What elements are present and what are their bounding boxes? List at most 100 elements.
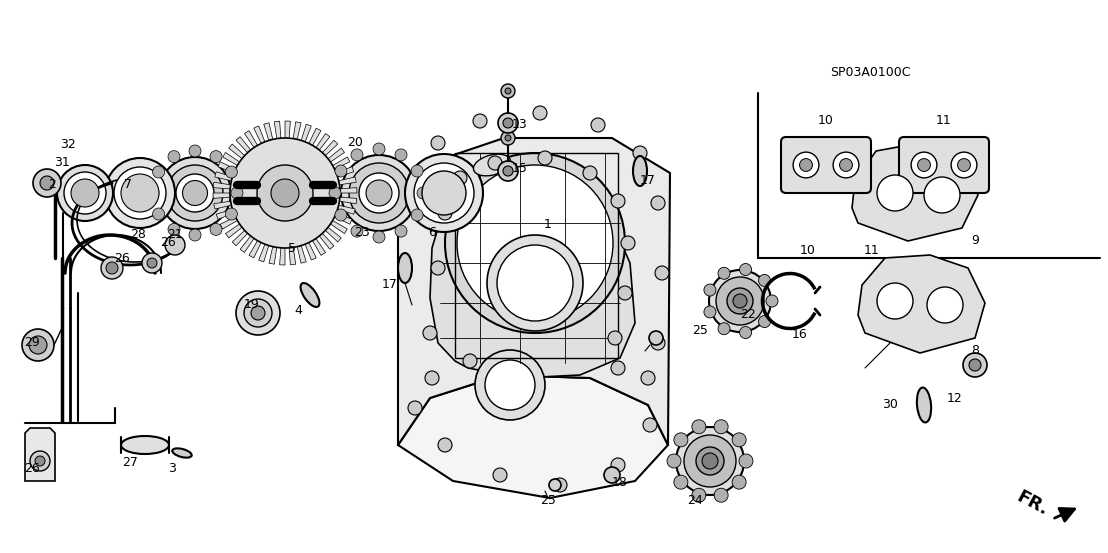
Text: 20: 20 xyxy=(347,137,363,149)
Circle shape xyxy=(165,235,185,255)
Ellipse shape xyxy=(359,173,399,213)
Circle shape xyxy=(101,257,123,279)
Ellipse shape xyxy=(716,277,765,325)
Polygon shape xyxy=(319,233,334,249)
Circle shape xyxy=(957,159,971,171)
Polygon shape xyxy=(330,221,347,233)
Polygon shape xyxy=(245,131,257,148)
Polygon shape xyxy=(340,187,357,193)
Ellipse shape xyxy=(114,167,166,219)
Circle shape xyxy=(411,209,423,221)
Ellipse shape xyxy=(684,435,736,487)
Text: 10: 10 xyxy=(800,244,815,258)
Polygon shape xyxy=(297,246,306,263)
Circle shape xyxy=(168,223,179,236)
Text: 7: 7 xyxy=(124,179,132,191)
Circle shape xyxy=(951,152,977,178)
Circle shape xyxy=(833,152,859,178)
Circle shape xyxy=(257,165,312,221)
Circle shape xyxy=(533,106,547,120)
Circle shape xyxy=(394,225,407,237)
Circle shape xyxy=(473,114,488,128)
Polygon shape xyxy=(279,248,285,265)
Circle shape xyxy=(604,467,620,483)
Text: 30: 30 xyxy=(882,399,897,411)
Text: 11: 11 xyxy=(864,244,880,258)
Polygon shape xyxy=(322,140,338,155)
Circle shape xyxy=(505,88,511,94)
Text: 18: 18 xyxy=(612,477,628,489)
Text: 4: 4 xyxy=(294,305,302,317)
Ellipse shape xyxy=(349,163,409,223)
Ellipse shape xyxy=(121,436,170,454)
Circle shape xyxy=(351,149,363,161)
Circle shape xyxy=(759,274,770,286)
Text: 24: 24 xyxy=(687,494,702,508)
Polygon shape xyxy=(264,123,273,140)
Circle shape xyxy=(493,468,507,482)
Circle shape xyxy=(438,438,452,452)
Circle shape xyxy=(611,458,625,472)
Ellipse shape xyxy=(176,174,214,212)
Circle shape xyxy=(373,231,384,243)
Circle shape xyxy=(244,299,271,327)
Ellipse shape xyxy=(916,388,931,422)
Circle shape xyxy=(211,150,222,163)
Ellipse shape xyxy=(64,172,106,214)
Circle shape xyxy=(189,229,201,241)
Text: 25: 25 xyxy=(692,325,708,337)
Ellipse shape xyxy=(473,154,511,176)
Ellipse shape xyxy=(105,158,175,228)
Circle shape xyxy=(335,165,347,177)
Ellipse shape xyxy=(300,283,319,307)
Text: FR.: FR. xyxy=(1013,487,1050,519)
Ellipse shape xyxy=(702,453,718,469)
Text: 21: 21 xyxy=(167,228,183,242)
Circle shape xyxy=(878,175,913,211)
Ellipse shape xyxy=(727,288,753,314)
Circle shape xyxy=(271,179,299,207)
Circle shape xyxy=(168,150,179,163)
Circle shape xyxy=(35,456,45,466)
Text: 2: 2 xyxy=(48,179,55,191)
Circle shape xyxy=(739,263,751,275)
Text: 23: 23 xyxy=(355,227,370,239)
Circle shape xyxy=(620,236,635,250)
Circle shape xyxy=(652,336,665,350)
Circle shape xyxy=(40,176,54,190)
Polygon shape xyxy=(249,241,261,258)
Circle shape xyxy=(189,145,201,157)
Circle shape xyxy=(924,177,960,213)
Circle shape xyxy=(30,451,50,471)
Polygon shape xyxy=(852,143,978,241)
Polygon shape xyxy=(312,238,326,255)
Circle shape xyxy=(153,166,165,178)
Polygon shape xyxy=(338,205,356,214)
Circle shape xyxy=(963,353,987,377)
Polygon shape xyxy=(316,133,330,150)
Circle shape xyxy=(329,187,341,199)
Circle shape xyxy=(456,165,613,321)
Circle shape xyxy=(611,194,625,208)
Polygon shape xyxy=(215,172,233,181)
Polygon shape xyxy=(339,197,357,204)
Ellipse shape xyxy=(71,179,99,207)
Circle shape xyxy=(445,153,625,333)
Circle shape xyxy=(431,261,445,275)
Polygon shape xyxy=(223,153,239,165)
Circle shape xyxy=(225,208,237,220)
Circle shape xyxy=(715,488,728,502)
Circle shape xyxy=(106,262,117,274)
Text: 26: 26 xyxy=(24,462,40,474)
Text: 5: 5 xyxy=(288,242,296,254)
FancyBboxPatch shape xyxy=(781,137,871,193)
Polygon shape xyxy=(858,255,985,353)
Circle shape xyxy=(501,131,515,145)
Text: 17: 17 xyxy=(382,279,398,291)
Text: 17: 17 xyxy=(640,175,656,187)
Text: 3: 3 xyxy=(168,462,176,474)
Polygon shape xyxy=(25,428,55,481)
Circle shape xyxy=(230,187,243,199)
Circle shape xyxy=(252,306,265,320)
Polygon shape xyxy=(289,247,296,265)
